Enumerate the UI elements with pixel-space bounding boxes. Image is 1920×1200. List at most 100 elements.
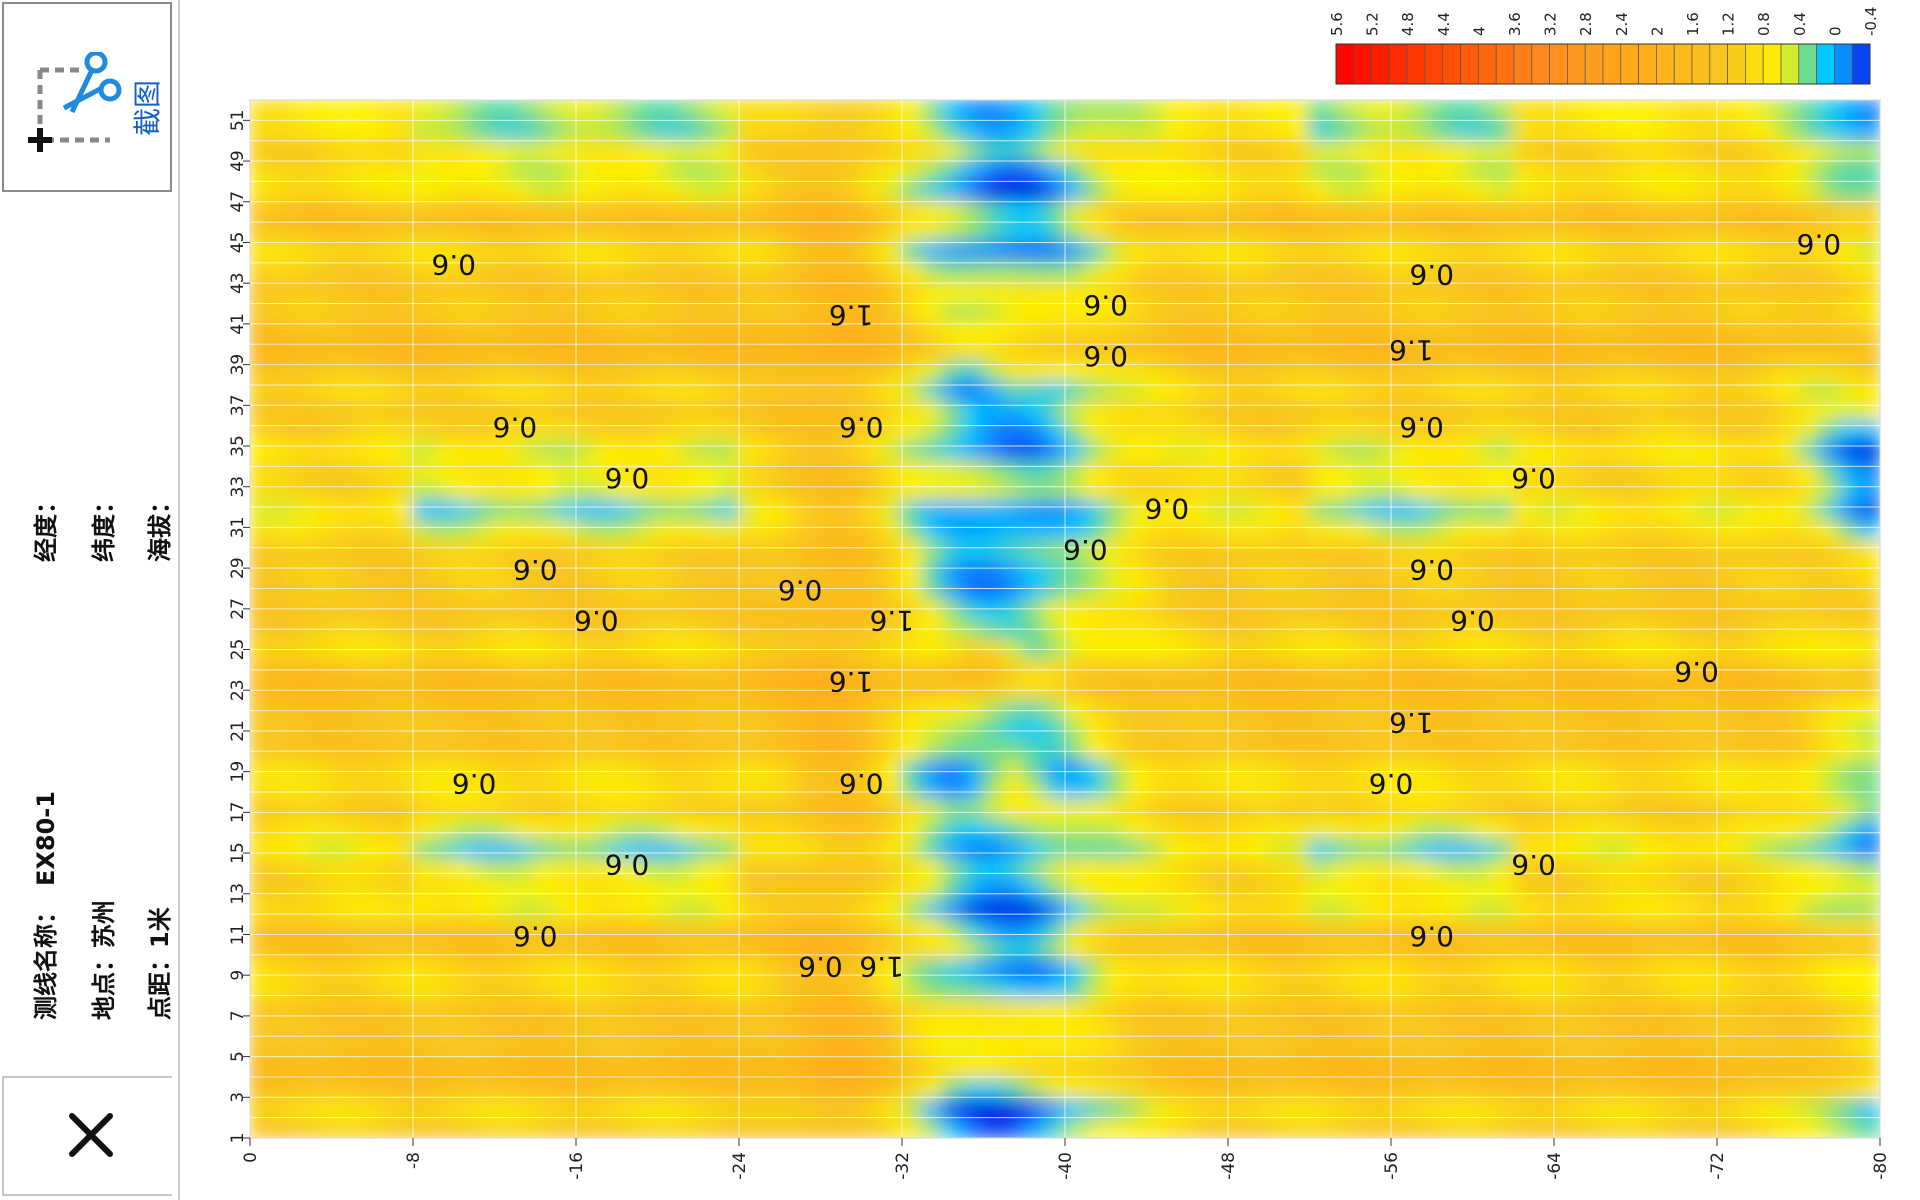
heatmap-cell [391, 697, 414, 720]
heatmap-cell [1349, 518, 1372, 541]
heatmap-cell [1023, 1037, 1046, 1060]
heatmap-cell [1532, 837, 1555, 860]
heatmap-cell [1023, 717, 1046, 740]
heatmap-cell [513, 198, 537, 221]
heatmap-cell [1308, 418, 1331, 441]
colorbar-segment [1691, 43, 1711, 85]
heatmap-cell [1002, 218, 1026, 241]
heatmap-cell [493, 837, 516, 860]
heatmap-cell [452, 198, 476, 221]
heatmap-cell [636, 717, 659, 740]
heatmap-cell [1716, 278, 1739, 301]
heatmap-cell [554, 697, 577, 720]
heatmap-cell [493, 558, 516, 581]
heatmap-cell [554, 198, 577, 221]
heatmap-cell [1573, 677, 1596, 700]
heatmap-cell [921, 977, 944, 1000]
heatmap-cell [432, 817, 455, 840]
heatmap-cell [941, 1037, 965, 1060]
heatmap-cell [1023, 338, 1046, 361]
heatmap-cell [1512, 198, 1535, 221]
heatmap-cell [778, 837, 802, 860]
heatmap-cell [1654, 897, 1678, 920]
heatmap-cell [432, 418, 455, 441]
heatmap-cell [1838, 717, 1861, 740]
contour-label: 1.6 [870, 604, 915, 637]
heatmap-cell [452, 917, 476, 940]
heatmap-cell [1186, 338, 1209, 361]
heatmap-cell [941, 258, 965, 281]
heatmap-cell [1838, 218, 1861, 241]
heatmap-cell [452, 757, 476, 780]
heatmap-cell [1430, 957, 1454, 980]
heatmap-cell [1165, 1057, 1189, 1080]
heatmap-cell [1654, 578, 1678, 601]
heatmap-cell [432, 100, 455, 121]
heatmap-cell [1410, 1097, 1433, 1120]
heatmap-cell [432, 238, 455, 261]
heatmap-cell [371, 877, 394, 900]
heatmap-cell [330, 358, 353, 381]
heatmap-cell [1430, 119, 1454, 141]
heatmap-cell [432, 957, 455, 980]
heatmap-cell [1410, 837, 1433, 860]
heatmap-cell [1817, 697, 1841, 720]
heatmap-cell [880, 558, 903, 581]
x-tick-label: -24 [730, 1152, 750, 1180]
heatmap-cell [250, 198, 272, 221]
heatmap-cell [1125, 438, 1148, 461]
heatmap-cell [412, 857, 435, 880]
heatmap-cell [941, 558, 965, 581]
heatmap-cell [1390, 877, 1413, 900]
heatmap-cell [799, 937, 822, 960]
heatmap-cell [880, 258, 903, 281]
heatmap-cell [1145, 897, 1168, 920]
heatmap-cell [473, 1097, 496, 1120]
heatmap-cell [880, 657, 903, 680]
heatmap-cell [1064, 757, 1087, 780]
heatmap-cell [1288, 997, 1311, 1020]
heatmap-cell [1206, 578, 1229, 601]
heatmap-cell [250, 657, 272, 680]
heatmap-cell [1288, 218, 1311, 241]
heatmap-cell [1328, 138, 1352, 161]
heatmap-cell [250, 1097, 272, 1120]
heatmap-cell [1288, 638, 1311, 660]
heatmap-cell [371, 1117, 394, 1138]
heatmap-cell [1777, 100, 1800, 121]
heatmap-cell [269, 957, 292, 980]
heatmap-cell [1227, 358, 1250, 381]
screenshot-button[interactable]: 截图 [2, 2, 172, 192]
heatmap-cell [1736, 797, 1759, 820]
heatmap-cell [1247, 937, 1270, 960]
close-button[interactable] [2, 1076, 172, 1196]
heatmap-cell [1328, 398, 1352, 421]
heatmap-cell [880, 138, 903, 161]
heatmap-cell [289, 757, 313, 780]
heatmap-cell [656, 258, 679, 281]
heatmap-cell [371, 298, 394, 321]
heatmap-cell [1553, 1117, 1576, 1138]
heatmap-cell [982, 318, 1005, 341]
heatmap-cell [350, 797, 374, 820]
heatmap-cell [1430, 857, 1454, 880]
heatmap-cell [250, 438, 272, 461]
heatmap-cell [1634, 1077, 1657, 1100]
heatmap-cell [1410, 977, 1433, 1000]
heatmap-cell [1227, 138, 1250, 161]
heatmap-cell [1165, 578, 1189, 601]
heatmap-cell [1573, 937, 1596, 960]
heatmap-cell [1675, 1057, 1698, 1080]
heatmap-cell [1125, 737, 1148, 760]
heatmap-cell [250, 977, 272, 1000]
heatmap-cell [473, 358, 496, 381]
heatmap-cell [1206, 538, 1229, 561]
heatmap-cell [636, 238, 659, 261]
heatmap-cell [1390, 100, 1413, 121]
heatmap-cell [595, 697, 618, 720]
heatmap-cell [473, 578, 496, 601]
heatmap-cell [982, 138, 1005, 161]
heatmap-cell [1206, 1077, 1229, 1100]
heatmap-cell [778, 977, 802, 1000]
heatmap-cell [269, 877, 292, 900]
